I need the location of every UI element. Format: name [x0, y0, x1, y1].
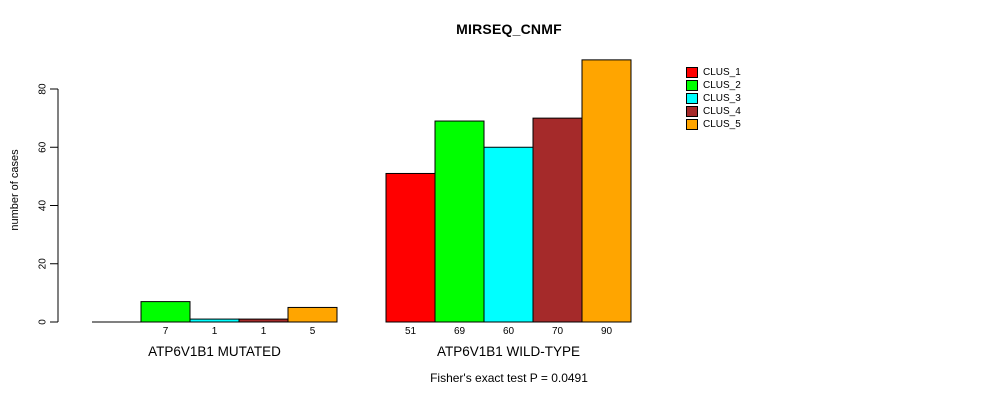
bar-clus_3	[189, 318, 240, 323]
bar-value-label: 60	[503, 326, 515, 337]
legend-item-label: CLUS_4	[703, 105, 741, 117]
y-tick-label: 0	[38, 319, 49, 325]
bar-value-label: 1	[212, 326, 218, 337]
bar-clus_5	[581, 59, 632, 323]
bar-clus_4	[238, 318, 289, 323]
y-tick-label: 20	[38, 258, 49, 270]
legend-item: CLUS_1	[686, 66, 741, 79]
legend-item: CLUS_5	[686, 118, 741, 131]
legend-item: CLUS_3	[686, 92, 741, 105]
bar-value-label: 70	[552, 326, 564, 337]
legend-swatch-icon	[686, 67, 698, 79]
legend-item-label: CLUS_1	[703, 66, 741, 78]
legend-swatch-icon	[686, 119, 698, 131]
bar-clus_1	[385, 172, 436, 323]
bar-clus_5	[287, 306, 338, 323]
y-tick-label: 60	[38, 141, 49, 153]
bar-value-label: 51	[405, 326, 417, 337]
chart-title: MIRSEQ_CNMF	[456, 21, 562, 37]
group-label: ATP6V1B1 WILD-TYPE	[437, 344, 580, 359]
bar-clus_3	[483, 146, 534, 323]
annotation-text: Fisher's exact test P = 0.0491	[430, 371, 588, 385]
legend-item: CLUS_2	[686, 79, 741, 92]
legend-item-label: CLUS_5	[703, 118, 741, 130]
bar-value-label: 1	[261, 326, 267, 337]
bar-value-label: 7	[163, 326, 169, 337]
bar-value-label: 90	[601, 326, 613, 337]
bar-clus_4	[532, 117, 583, 323]
bar-clus_2	[434, 120, 485, 323]
legend-swatch-icon	[686, 106, 698, 118]
legend-item-label: CLUS_2	[703, 79, 741, 91]
bar-value-label: 69	[454, 326, 466, 337]
group-label: ATP6V1B1 MUTATED	[148, 344, 281, 359]
legend-swatch-icon	[686, 80, 698, 92]
legend: CLUS_1 CLUS_2 CLUS_3 CLUS_4 CLUS_5	[686, 66, 741, 131]
legend-swatch-icon	[686, 93, 698, 105]
y-tick-label: 80	[38, 83, 49, 95]
legend-item: CLUS_4	[686, 105, 741, 118]
y-tick-label: 40	[38, 200, 49, 212]
legend-item-label: CLUS_3	[703, 92, 741, 104]
bar-value-label: 5	[310, 326, 316, 337]
bar-clus_2	[140, 301, 191, 323]
